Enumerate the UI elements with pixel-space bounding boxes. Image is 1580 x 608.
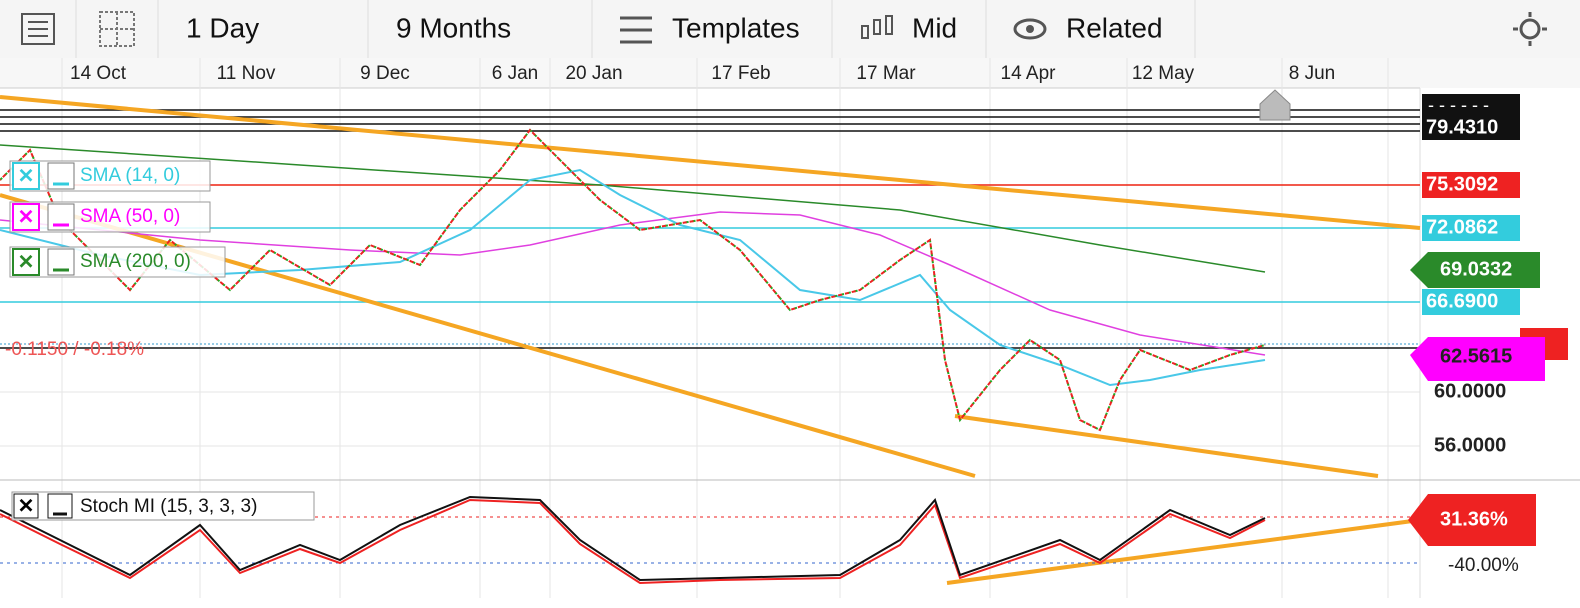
- eye-icon: [1013, 18, 1047, 40]
- scroll-marker[interactable]: [1259, 89, 1291, 121]
- remove-button[interactable]: [12, 203, 40, 231]
- remove-icon: ✕: [18, 251, 35, 273]
- price-label: 66.6900: [1426, 290, 1498, 312]
- price-type-button[interactable]: Mid: [912, 12, 957, 43]
- date-label: 9 Dec: [360, 63, 410, 84]
- remove-button[interactable]: [12, 162, 40, 190]
- date-label: 11 Nov: [217, 63, 276, 84]
- eye-pupil: [1026, 25, 1034, 33]
- indicator-legend: [9, 246, 226, 278]
- toolbar: [0, 0, 1580, 58]
- price-label: 69.0332: [1440, 258, 1512, 280]
- price-label: 60.0000: [1434, 380, 1506, 402]
- stoch-line: [0, 495, 1266, 582]
- indicator-legend: [9, 201, 211, 233]
- indicator-label: SMA (200, 0): [80, 251, 191, 272]
- price-label-box: [1410, 337, 1545, 381]
- indicator-label: SMA (50, 0): [80, 206, 180, 227]
- price-label-box: [1410, 252, 1540, 288]
- templates-icon: [620, 16, 652, 44]
- toolbar-separators: [75, 0, 1196, 58]
- date-label: 20 Jan: [565, 63, 622, 84]
- date-label: 6 Jan: [492, 63, 538, 84]
- price-label-box: [1422, 289, 1520, 315]
- date-label: 14 Apr: [1001, 63, 1057, 84]
- price-label: 62.5615: [1440, 345, 1512, 367]
- related-button[interactable]: Related: [1066, 12, 1163, 43]
- resistance-lines: [0, 109, 1420, 132]
- price-label-box: [1422, 172, 1520, 198]
- trend-lines: [0, 95, 1421, 585]
- stoch-signal-line: [0, 498, 1266, 585]
- settings-icon[interactable]: [1513, 12, 1547, 46]
- date-label: 12 May: [1132, 63, 1195, 84]
- sma-50-line: [0, 211, 1266, 356]
- sma-200-line: [0, 144, 1266, 273]
- dash-label: - - - - - -: [1428, 95, 1489, 115]
- candle-icon: [861, 15, 893, 39]
- date-label: 17 Feb: [711, 63, 770, 84]
- date-label: 14 Oct: [70, 63, 127, 84]
- indicator-label: SMA (14, 0): [80, 165, 180, 186]
- menu-icon[interactable]: [21, 13, 55, 45]
- price-bars-down: [0, 128, 1266, 432]
- price-label: 56.0000: [1434, 434, 1506, 456]
- stoch-label: Stoch MI (15, 3, 3, 3): [80, 496, 257, 517]
- layout-icon[interactable]: [99, 11, 135, 47]
- templates-button[interactable]: Templates: [672, 12, 800, 43]
- stoch-level-label: -40.00%: [1448, 555, 1519, 576]
- sma-14-line: [0, 168, 1266, 387]
- high-label-box: [1422, 94, 1520, 140]
- remove-icon: ✕: [18, 165, 35, 187]
- change-label: -0.1150 / -0.18%: [5, 339, 144, 360]
- remove-icon: ✕: [18, 206, 35, 228]
- price-label: 79.4310: [1426, 116, 1498, 138]
- interval-button[interactable]: 1 Day: [186, 12, 259, 43]
- indicator-legend: [9, 160, 211, 192]
- stoch-value-box: [1408, 494, 1536, 546]
- price-label-box: [1422, 215, 1520, 241]
- date-axis: [0, 58, 1580, 88]
- horizontal-grid: [0, 391, 1420, 447]
- remove-button[interactable]: [13, 493, 39, 519]
- remove-button[interactable]: [12, 248, 40, 276]
- date-label: 8 Jun: [1289, 63, 1335, 84]
- date-label: 17 Mar: [856, 63, 916, 84]
- stoch-value: 31.36%: [1440, 508, 1508, 530]
- range-button[interactable]: 9 Months: [396, 12, 511, 43]
- remove-icon: ✕: [18, 495, 35, 517]
- price-label: 72.0862: [1426, 216, 1498, 238]
- price-label: 75.3092: [1426, 173, 1498, 195]
